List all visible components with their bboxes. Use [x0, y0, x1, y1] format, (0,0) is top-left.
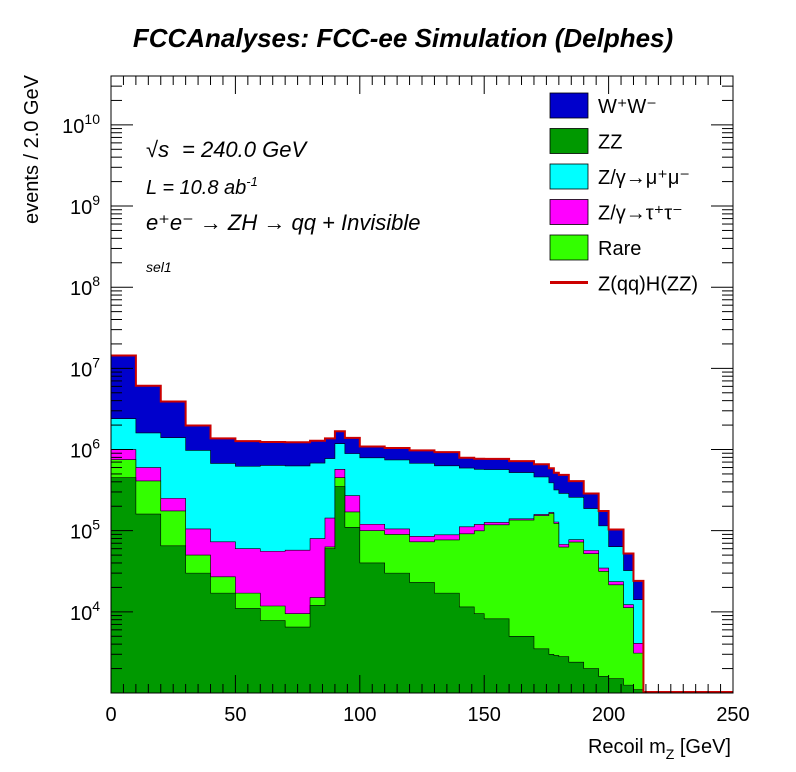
- process-label: e⁺e⁻ → ZH → qq + Invisible: [146, 210, 421, 235]
- legend-swatch-z-gamma-to-tautau: [549, 199, 589, 225]
- x-axis-label-subscript: Z: [666, 746, 675, 762]
- legend-swatch-w-w-: [549, 92, 589, 119]
- y-tick-label: 107: [70, 354, 100, 381]
- legend-swatch-rare: [549, 234, 589, 261]
- stack-area-zz: [110, 477, 644, 694]
- y-tick-label: 106: [70, 436, 100, 463]
- y-tick-exponent: 6: [92, 436, 100, 452]
- legend-swatch-zz: [549, 128, 589, 154]
- legend: W⁺W⁻ ZZ Z/γ→μ⁺μ⁻ Z/γ→τ⁺τ⁻ Rare Z(qq)H(ZZ): [549, 92, 698, 296]
- y-tick-base: 10: [70, 359, 92, 381]
- legend-label-signal: Z(qq)H(ZZ): [598, 274, 698, 296]
- y-tick-label: 1010: [62, 111, 100, 138]
- y-tick-exponent: 10: [84, 111, 100, 127]
- stack-layer: [110, 354, 733, 694]
- legend-label-w-w-: W⁺W⁻: [598, 96, 657, 118]
- y-tick-base: 10: [70, 278, 92, 300]
- y-tick-base: 10: [62, 116, 84, 138]
- y-tick-exponent: 8: [92, 273, 100, 289]
- x-tick-label: 150: [468, 704, 501, 726]
- y-tick-base: 10: [70, 197, 92, 219]
- y-tick-label: 104: [70, 598, 100, 625]
- sqrt-s-symbol: √s: [146, 137, 169, 162]
- legend-label-zz: ZZ: [598, 132, 622, 154]
- x-tick-label: 250: [716, 704, 749, 726]
- legend-label-rare: Rare: [598, 238, 641, 260]
- sqrt-s-label: = 240.0 GeV: [182, 137, 308, 162]
- selection-label: sel1: [146, 259, 172, 275]
- legend-label-z-gamma-to-mumu: Z/γ→μ⁺μ⁻: [598, 167, 690, 189]
- luminosity-text: L = 10.8 ab: [146, 177, 246, 199]
- y-tick-exponent: 5: [92, 517, 100, 533]
- y-tick-base: 10: [70, 522, 92, 544]
- y-tick-exponent: 7: [92, 354, 100, 370]
- luminosity-label: L = 10.8 ab-1: [146, 174, 258, 199]
- x-tick-label: 0: [105, 704, 116, 726]
- legend-label-z-gamma-to-tautau: Z/γ→τ⁺τ⁻: [598, 203, 683, 225]
- legend-swatch-z-gamma-to-mumu: [549, 163, 589, 190]
- y-tick-exponent: 9: [92, 192, 100, 208]
- x-axis-label-unit: [GeV]: [674, 736, 731, 758]
- y-tick-base: 10: [70, 441, 92, 463]
- x-tick-label: 200: [592, 704, 625, 726]
- y-tick-base: 10: [70, 603, 92, 625]
- y-tick-label: 108: [70, 273, 100, 300]
- y-tick-label: 109: [70, 192, 100, 219]
- y-axis-label: events / 2.0 GeV: [21, 74, 43, 224]
- chart-title: FCCAnalyses: FCC-ee Simulation (Delphes): [133, 23, 673, 53]
- luminosity-exponent: -1: [246, 174, 258, 189]
- signal-line-zqq-hzz: [111, 354, 733, 693]
- x-tick-label: 100: [343, 704, 376, 726]
- x-tick-label: 50: [224, 704, 246, 726]
- x-axis-label: Recoil mZ [GeV]: [588, 736, 731, 762]
- y-tick-label: 105: [70, 517, 100, 544]
- y-tick-exponent: 4: [92, 598, 100, 614]
